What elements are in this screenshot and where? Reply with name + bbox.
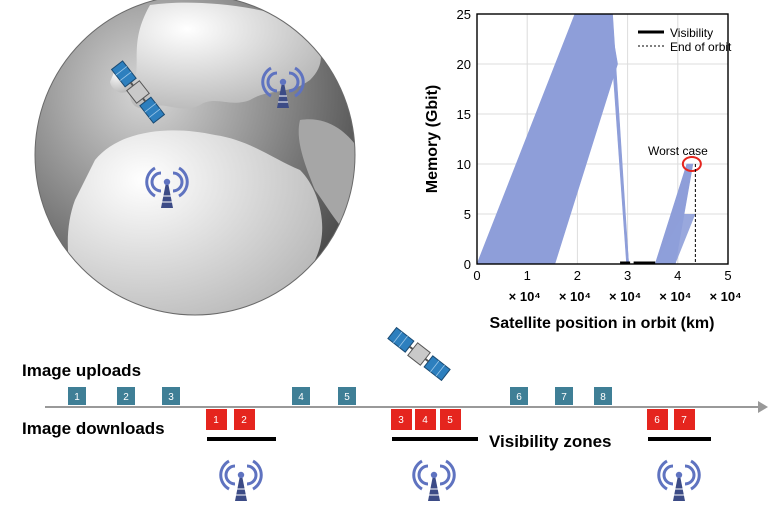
download-box-label: 2 [241, 415, 247, 426]
download-box [674, 409, 695, 430]
y-tick-label: 0 [464, 257, 471, 272]
upload-box [594, 387, 612, 405]
memory-area [476, 13, 618, 265]
image-uploads-label: Image uploads [22, 361, 141, 380]
globe [34, 0, 356, 316]
timeline: Image uploads Image downloads 1 2 3 4 5 6 7 8 1… [22, 325, 768, 503]
chart-overlay [620, 156, 702, 265]
upload-box-label: 4 [298, 392, 304, 403]
download-box [647, 409, 668, 430]
download-box [391, 409, 412, 430]
upload-box [338, 387, 356, 405]
x-multiplier-label: × 10⁴ [559, 289, 591, 304]
upload-boxes: 1 2 3 4 5 6 7 8 [68, 387, 612, 405]
upload-box-label: 5 [344, 392, 350, 403]
download-box [234, 409, 255, 430]
x-multiplier-label: × 10⁴ [659, 289, 691, 304]
ground-station-icon [412, 459, 456, 503]
x-tick-label: 0 [473, 268, 480, 283]
worst-case-marker [681, 156, 702, 172]
legend-visibility: Visibility [670, 26, 713, 40]
x-tick-label: 2 [574, 268, 581, 283]
satellite-icon [386, 325, 452, 383]
upload-box [292, 387, 310, 405]
chart-legend: Visibility End of orbit [638, 26, 732, 54]
x-axis-label: Satellite position in orbit (km) [490, 315, 715, 332]
download-box-label: 6 [654, 415, 660, 426]
image-downloads-label: Image downloads [22, 419, 165, 438]
chart-ticks: 0 1 2 3 4 5 0 5 10 15 20 25 × 10⁴ × 10⁴ × 10⁴ × 10⁴ × 10… [457, 7, 742, 304]
memory-chart: 0 1 2 3 4 5 0 5 10 15 20 25 × 10⁴ × 10⁴ × 10⁴ × 10⁴ × 10… [424, 7, 742, 332]
upload-box-label: 3 [168, 392, 174, 403]
x-tick-label: 3 [624, 268, 631, 283]
memory-series [476, 13, 696, 265]
download-boxes: 1 2 3 4 5 6 7 [206, 409, 695, 430]
upload-box [162, 387, 180, 405]
ground-station-icon [657, 459, 701, 503]
upload-box-label: 1 [74, 392, 80, 403]
upload-box [555, 387, 573, 405]
legend-end-of-orbit: End of orbit [670, 40, 732, 54]
x-tick-label: 5 [724, 268, 731, 283]
y-tick-label: 5 [464, 207, 471, 222]
download-box-label: 7 [681, 415, 687, 426]
download-box-label: 5 [447, 415, 453, 426]
chart-frame [476, 13, 729, 265]
landmass-africa [67, 130, 323, 315]
visibility-zones-label: Visibility zones [489, 432, 612, 451]
upload-box-label: 8 [600, 392, 606, 403]
memory-area [655, 214, 696, 264]
download-box [440, 409, 461, 430]
upload-box-label: 6 [516, 392, 522, 403]
download-box-label: 1 [213, 415, 219, 426]
x-tick-label: 1 [524, 268, 531, 283]
y-tick-label: 20 [457, 57, 471, 72]
ground-station-icon [219, 459, 263, 503]
landmass-europe [130, 2, 321, 109]
y-tick-label: 25 [457, 7, 471, 22]
upload-box [68, 387, 86, 405]
x-multiplier-label: × 10⁴ [509, 289, 541, 304]
download-box-label: 4 [422, 415, 428, 426]
download-box-label: 3 [398, 415, 404, 426]
y-tick-label: 15 [457, 107, 471, 122]
x-tick-label: 4 [674, 268, 681, 283]
x-multiplier-label: × 10⁴ [609, 289, 641, 304]
y-tick-label: 10 [457, 157, 471, 172]
x-multiplier-label: × 10⁴ [709, 289, 741, 304]
timeline-arrowhead [758, 401, 768, 413]
upload-box [510, 387, 528, 405]
y-axis-label: Memory (Gbit) [424, 85, 441, 193]
download-box [415, 409, 436, 430]
worst-case-annotation: Worst case [648, 144, 708, 158]
upload-box [117, 387, 135, 405]
download-box [206, 409, 227, 430]
upload-box-label: 2 [123, 392, 129, 403]
upload-box-label: 7 [561, 392, 567, 403]
memory-drop-line [613, 63, 630, 265]
